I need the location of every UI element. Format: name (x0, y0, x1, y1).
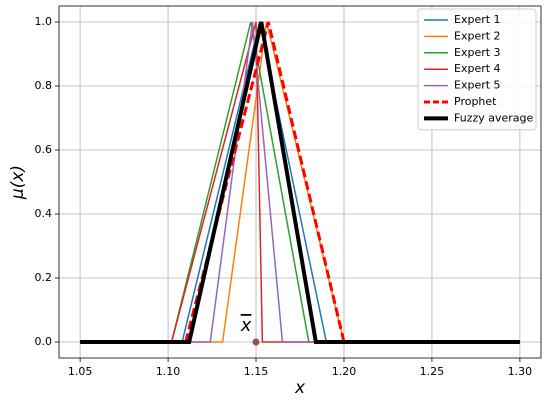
legend: Expert 1 Expert 2 Expert 3 Expert 4 Expert 5… (417, 8, 537, 131)
legend-label: Expert 1 (454, 13, 501, 26)
mean-point (252, 338, 260, 346)
legend-label: Expert 5 (454, 79, 501, 92)
legend-box (417, 8, 537, 131)
x-tick-label: 1.05 (68, 365, 93, 378)
y-tick-label: 0.0 (35, 335, 53, 348)
x-tick-label: 1.25 (420, 365, 445, 378)
y-tick-label: 0.2 (35, 271, 53, 284)
series-line (184, 21, 346, 343)
plot-frame (58, 5, 542, 359)
legend-label: Fuzzy average (454, 111, 534, 124)
series-line (80, 21, 520, 344)
legend-label: Expert 3 (454, 46, 501, 59)
legend-label: Expert 4 (454, 62, 501, 75)
x-tick-label: 1.15 (244, 365, 269, 378)
x-axis-label: x (294, 378, 306, 398)
y-tick-label: 0.8 (35, 79, 53, 92)
x-tick-label: 1.20 (332, 365, 357, 378)
legend-label: Prophet (454, 95, 497, 108)
mean-label: x (240, 315, 252, 336)
legend-label: Expert 2 (454, 29, 501, 42)
y-tick-label: 0.6 (35, 143, 53, 156)
y-tick-label: 1.0 (35, 15, 53, 28)
y-axis-label: μ(x) (8, 165, 28, 200)
y-tick-label: 0.4 (35, 207, 53, 220)
x-tick-label: 1.30 (508, 365, 533, 378)
x-tick-label: 1.10 (156, 365, 181, 378)
